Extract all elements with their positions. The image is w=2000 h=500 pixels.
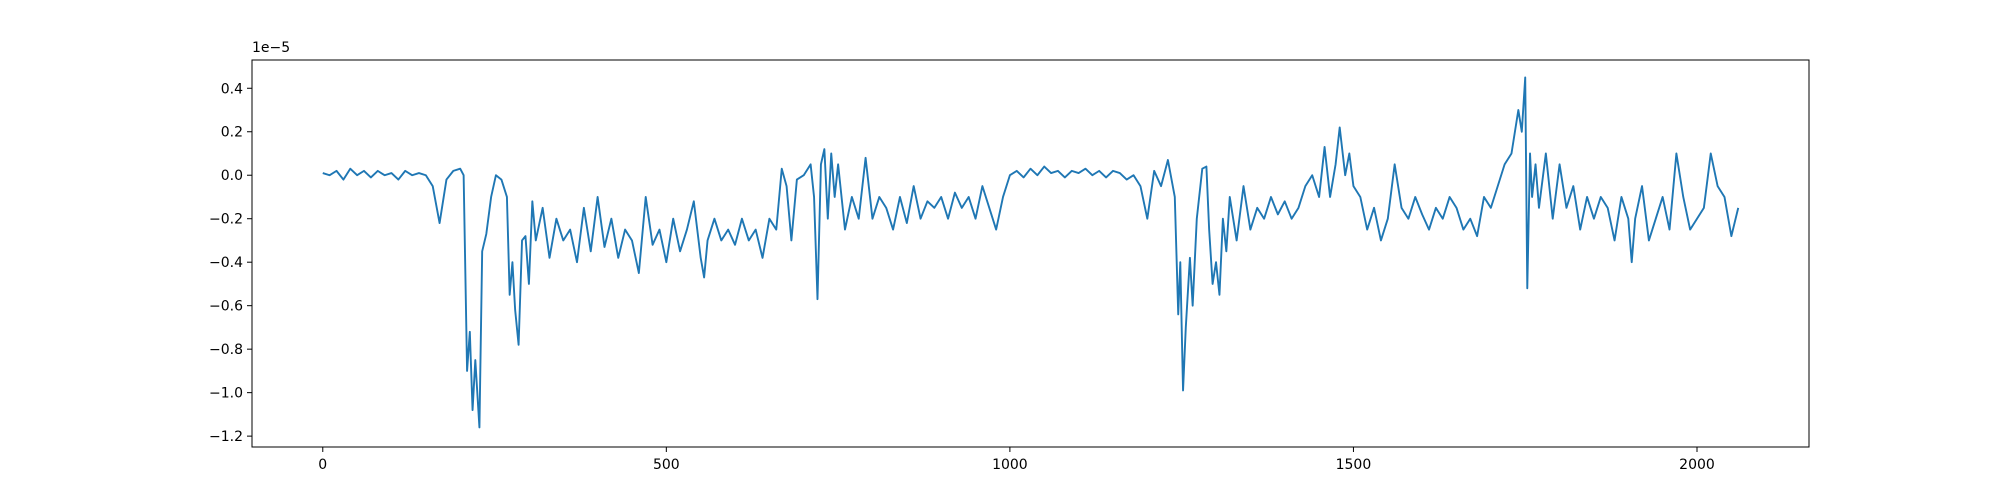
y-offset-text: 1e−5 (252, 40, 290, 56)
x-tick-label: 0 (318, 457, 327, 473)
y-tick-label: 0.2 (221, 125, 243, 141)
x-tick-label: 500 (653, 457, 680, 473)
x-tick-label: 1000 (992, 457, 1028, 473)
data-line (322, 76, 1740, 429)
y-tick-label: −0.6 (209, 299, 243, 315)
y-tick-label: −0.8 (209, 342, 243, 358)
y-tick-label: −0.4 (209, 255, 243, 271)
y-tick-label: −0.2 (209, 212, 243, 228)
y-tick-label: 0.0 (221, 168, 243, 184)
y-tick-label: −1.0 (209, 386, 243, 402)
y-tick-label: 0.4 (221, 81, 243, 97)
x-tick-label: 1500 (1336, 457, 1372, 473)
axes-frame (251, 59, 1810, 448)
y-tick-label: −1.2 (209, 429, 243, 445)
x-tick-label: 2000 (1679, 457, 1715, 473)
